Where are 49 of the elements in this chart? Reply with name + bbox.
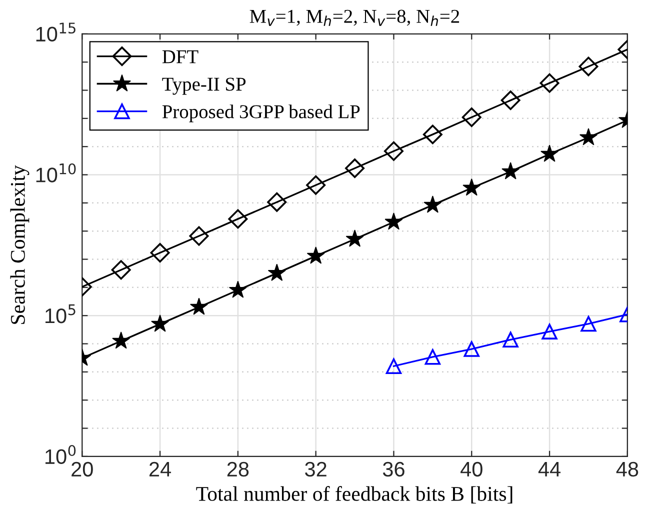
x-tick-label: 40 [460,462,482,477]
legend-label: Proposed 3GPP based LP [162,104,360,122]
chart-title: M$_{v}$=1, M$_{h}$=2, N$_{v}$=8, N$_{h}$=2 [250,10,460,26]
point [190,298,208,315]
point [268,264,286,281]
point [462,108,482,128]
point [579,128,598,146]
x-tick-label: 24 [149,462,172,476]
x-tick-label: 28 [227,462,249,477]
x-tick-label: 20 [72,462,93,477]
legend-label: Type-II SP [162,78,246,95]
point [424,349,441,365]
point [112,332,130,349]
point [502,162,520,180]
point [502,332,518,348]
point [228,280,247,298]
point [306,246,325,264]
point [189,226,209,246]
point [346,230,364,247]
point [345,158,365,178]
x-tick-label: 44 [538,462,561,476]
x-tick-label: 36 [382,462,404,477]
x-tick-label: 48 [616,462,638,477]
point [540,73,560,93]
y-tick-label: 10$^{15}$ [36,22,76,42]
point [422,124,442,144]
point [500,90,520,110]
point [384,212,403,230]
point [540,144,559,162]
point [384,141,404,161]
y-tick-label: 10$^{10}$ [36,163,76,182]
point [228,209,248,229]
y-tick-label: 10$^{5}$ [46,304,76,324]
point [386,358,402,374]
point [150,243,170,263]
legend-label: DFT [162,50,198,64]
point [306,175,326,195]
x-axis-title: Total number of feedback bits B [bits] [196,486,512,504]
point [464,341,480,357]
point [580,316,596,332]
point [424,196,442,213]
point [111,260,131,280]
point [267,192,287,212]
point [462,178,481,196]
y-axis-title: Search Complexity [10,165,30,324]
point [578,56,598,76]
x-tick-label: 32 [305,462,326,477]
point [151,314,170,332]
point [542,324,558,340]
